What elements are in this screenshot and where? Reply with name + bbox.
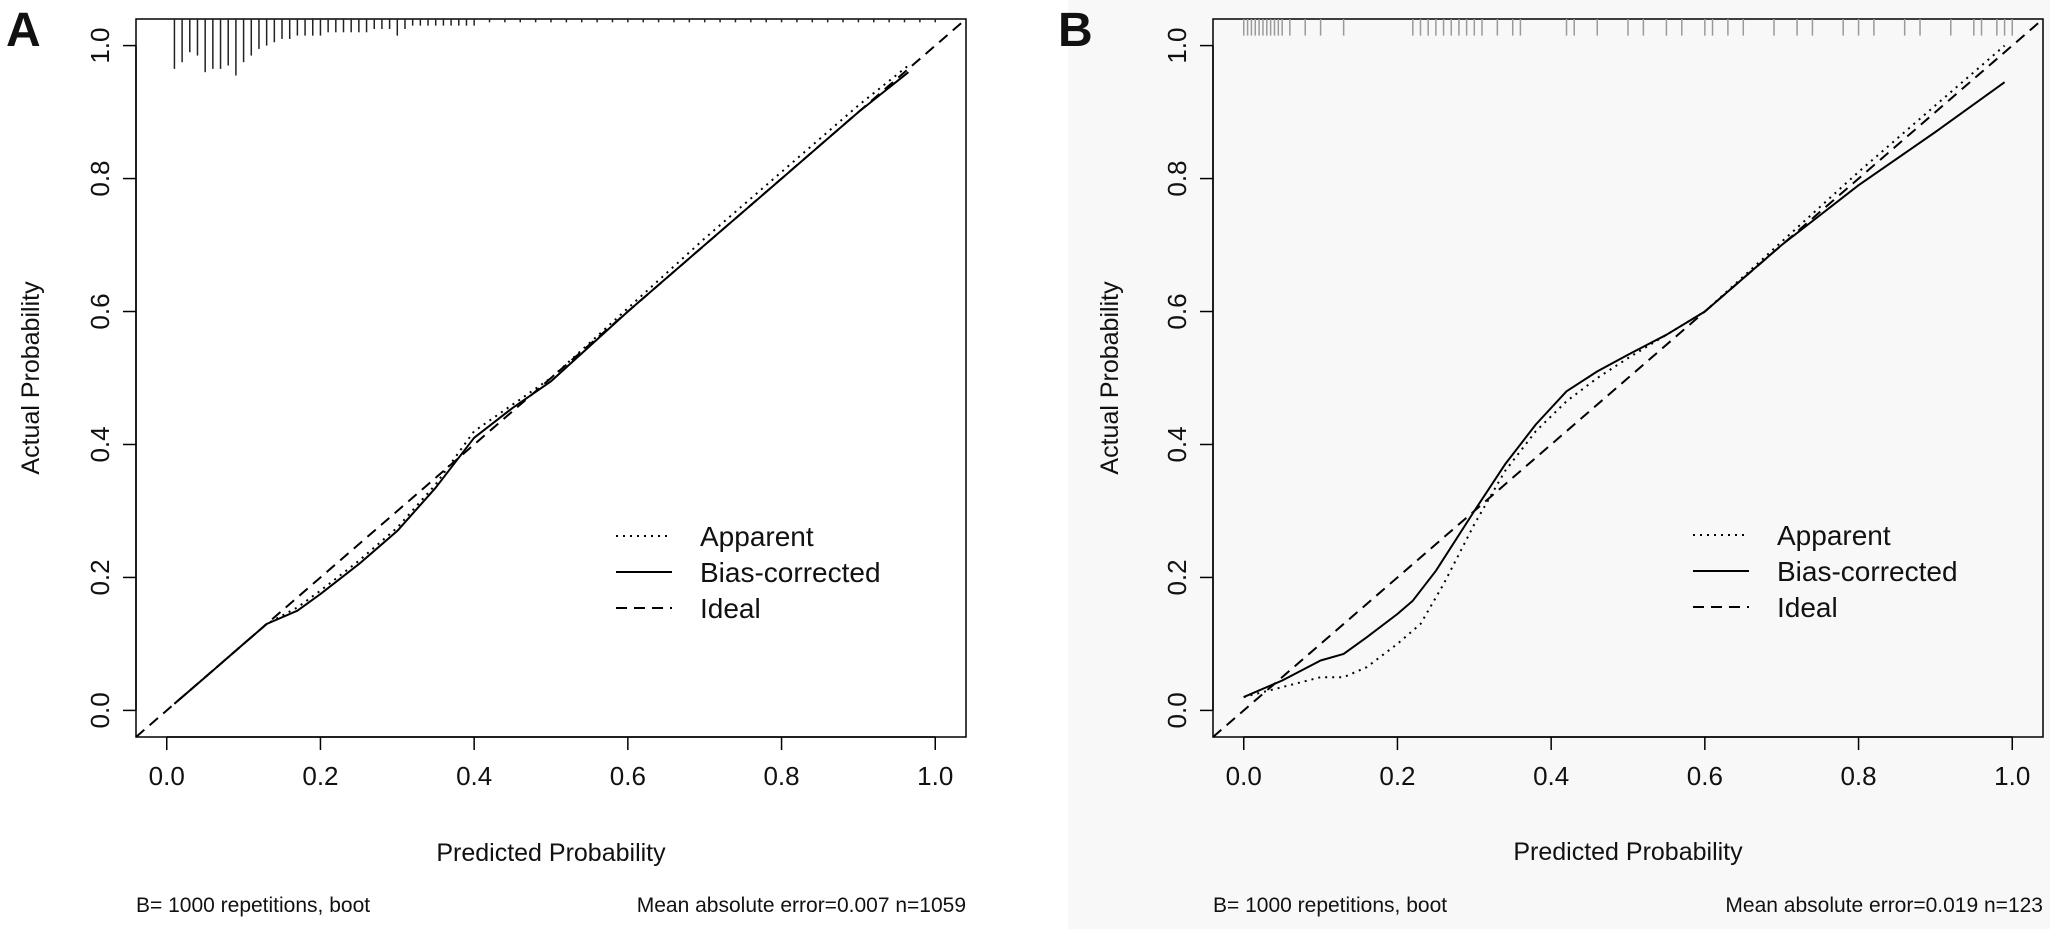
panel-a-legend: Apparent Bias-corrected Ideal — [616, 521, 881, 624]
panel-b-x-axis: 0.0 0.2 0.4 0.6 0.8 1.0 — [1226, 736, 2030, 791]
panel-b-x-tick-label: 0.4 — [1533, 761, 1569, 791]
panel-b: B 0.0 0.2 0.4 0.6 0.8 1.0 0.00.20.40.60.81.0 … — [1058, 0, 2050, 929]
panel-a-x-tick-label: 0.8 — [763, 761, 799, 791]
panel-b-y-tick-label: 0.8 — [1162, 160, 1192, 196]
panel-a-legend-label-apparent: Apparent — [700, 521, 814, 552]
panel-a-x-tick-label: 0.2 — [302, 761, 338, 791]
panel-a-y-tick-label: 0.4 — [85, 426, 115, 462]
panel-b-y-axis: 0.0 0.2 0.4 0.6 0.8 1.0 — [1162, 28, 1214, 728]
panel-b-legend-label-bias-corrected: Bias-corrected — [1777, 556, 1958, 587]
panel-b-y-tick-label: 0.4 — [1162, 426, 1192, 462]
panel-b-series-apparent — [1243, 44, 2006, 699]
panel-a-y-tick-label: 1.0 — [85, 28, 115, 64]
panel-b-y-tick-label: 0.0 — [1162, 692, 1192, 728]
panel-a-letter: A — [6, 4, 41, 57]
panel-a-y-tick-label: 0.2 — [85, 559, 115, 595]
panel-b-x-tick-label: 1.0 — [1994, 761, 2030, 791]
panel-b-y-tick-label: 1.0 — [1162, 28, 1192, 64]
panel-b-x-tick-label: 0.2 — [1379, 761, 1415, 791]
panel-b-y-tick-label: 0.2 — [1162, 559, 1192, 595]
panel-b-x-tick-label: 0.8 — [1840, 761, 1876, 791]
panel-a-rug — [173, 19, 937, 76]
panel-a-y-axis: 0.0 0.2 0.4 0.6 0.8 1.0 — [85, 28, 137, 728]
panel-a-legend-label-bias-corrected: Bias-corrected — [700, 557, 881, 588]
panel-b-x-tick-label: 0.0 — [1226, 761, 1262, 791]
panel-a-series-bias-corrected — [173, 71, 910, 705]
panel-a-y-tick-label: 0.0 — [85, 692, 115, 728]
panel-a-series-apparent — [173, 64, 910, 705]
panel-b-x-axis-title: Predicted Probability — [1513, 838, 1743, 866]
panel-b-legend: Apparent Bias-corrected Ideal — [1693, 520, 1958, 623]
panel-b-series-bias-corrected — [1243, 81, 2006, 699]
panel-a-x-axis: 0.0 0.2 0.4 0.6 0.8 1.0 — [149, 736, 953, 791]
panel-a-x-tick-label: 0.6 — [610, 761, 646, 791]
panel-a-x-tick-label: 0.0 — [149, 761, 185, 791]
panel-a-y-tick-label: 0.6 — [85, 293, 115, 329]
panel-b-legend-label-ideal: Ideal — [1777, 592, 1838, 623]
panel-b-series-ideal — [1212, 18, 2044, 738]
panel-a-y-tick-label: 0.8 — [85, 160, 115, 196]
panel-b-y-tick-label: 0.6 — [1162, 293, 1192, 329]
panel-b-legend-label-apparent: Apparent — [1777, 520, 1891, 551]
panel-a: A 0.0 0.2 0.4 0.6 0.8 1.0 0.00.20.40.60.81.0 … — [6, 4, 967, 917]
panel-b-series-layer — [1212, 18, 2044, 738]
panel-b-rug — [1242, 19, 2014, 36]
panel-b-x-tick-label: 0.6 — [1687, 761, 1723, 791]
panel-a-legend-label-ideal: Ideal — [700, 593, 761, 624]
panel-a-series-layer — [135, 18, 967, 738]
panel-a-x-axis-title: Predicted Probability — [436, 839, 666, 867]
panel-a-footnote-left: B= 1000 repetitions, boot — [136, 894, 370, 917]
panel-a-y-axis-title: Actual Probability — [17, 281, 45, 475]
panel-a-x-tick-label: 1.0 — [917, 761, 953, 791]
panel-a-series-ideal — [135, 18, 967, 738]
panel-a-footnote-right: Mean absolute error=0.007 n=1059 — [637, 894, 966, 917]
panel-b-y-axis-title: Actual Probability — [1096, 281, 1124, 475]
panel-b-footnote-right: Mean absolute error=0.019 n=123 — [1725, 894, 2043, 917]
panel-b-footnote-left: B= 1000 repetitions, boot — [1213, 894, 1447, 917]
panel-a-x-tick-label: 0.4 — [456, 761, 492, 791]
panel-b-letter: B — [1058, 4, 1093, 57]
